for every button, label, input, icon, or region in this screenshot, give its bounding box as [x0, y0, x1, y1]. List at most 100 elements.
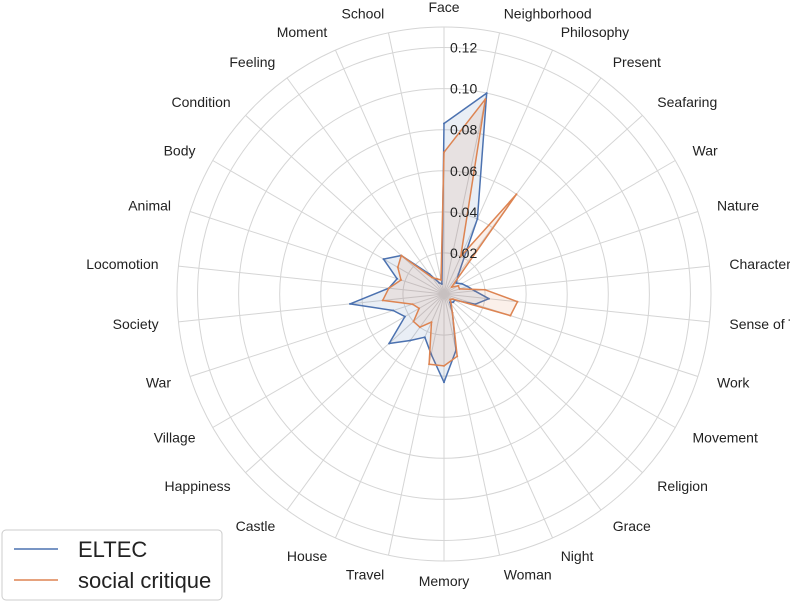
- spoke-1: [443, 32, 501, 295]
- series-1-point-3: [515, 193, 518, 196]
- category-label-8: Sense of Time: [729, 316, 790, 332]
- series-0-point-16: [430, 353, 433, 356]
- category-label-7: Character: [729, 256, 790, 272]
- legend-label-1: social critique: [78, 568, 211, 593]
- series-1-point-29: [440, 278, 442, 281]
- spoke-28: [334, 49, 445, 295]
- series-1-point-7: [483, 288, 486, 291]
- series-1-point-6: [458, 287, 461, 290]
- series-0-point-21: [392, 309, 395, 312]
- series-1-point-12: [450, 303, 453, 305]
- spoke-10: [443, 293, 676, 428]
- spoke-21: [189, 293, 445, 377]
- spoke-4: [443, 114, 643, 295]
- spoke-23: [178, 265, 445, 295]
- series-1-point-8: [516, 300, 519, 303]
- series-1-point-10: [451, 298, 454, 301]
- series-0-point-17: [423, 336, 426, 339]
- category-label-5: War: [693, 143, 718, 159]
- spoke-3: [443, 77, 602, 295]
- series-1-point-14: [456, 355, 459, 358]
- series-0-point-7: [473, 289, 476, 292]
- series-0-point-20: [403, 315, 406, 318]
- series-1-point-27: [430, 276, 433, 279]
- category-label-26: Condition: [172, 94, 231, 110]
- spoke-14: [443, 293, 501, 556]
- r-tick-label-5: 0.12: [450, 40, 477, 56]
- category-label-25: Body: [164, 143, 196, 159]
- r-tick-label-4: 0.10: [450, 81, 477, 97]
- spoke-13: [443, 293, 554, 539]
- series-1-point-0: [443, 151, 445, 154]
- series-0-point-29: [440, 283, 443, 285]
- series-0-point-19: [388, 342, 391, 345]
- series-1-point-26: [400, 254, 403, 257]
- series-1-point-15: [443, 364, 445, 367]
- series-1-point-17: [430, 321, 433, 324]
- series-0-point-22: [349, 302, 351, 305]
- series-1-point-16: [428, 363, 431, 366]
- series-1-point-20: [418, 307, 421, 310]
- series-0-point-28: [438, 281, 440, 284]
- category-label-27: Feeling: [229, 54, 275, 70]
- series-1-point-24: [400, 279, 402, 281]
- spoke-17: [334, 293, 445, 539]
- category-labels: Face Neighborhood Philosophy Present Seafari…: [86, 0, 790, 589]
- series-1-point-19: [412, 320, 415, 323]
- spoke-7: [443, 265, 710, 295]
- legend: ELTEC social critique: [1, 529, 223, 601]
- category-label-20: Village: [154, 430, 196, 446]
- spoke-16: [387, 293, 445, 556]
- spoke-9: [443, 293, 699, 377]
- series-1-point-4: [450, 286, 453, 289]
- category-label-15: Memory: [419, 573, 470, 589]
- spoke-29: [387, 32, 445, 295]
- series-fill-0: [350, 93, 489, 383]
- category-label-28: Moment: [277, 24, 328, 40]
- category-label-9: Work: [717, 375, 750, 391]
- series-1-point-11: [449, 298, 452, 301]
- category-label-19: Happiness: [165, 478, 231, 494]
- series-1-point-21: [411, 303, 414, 306]
- spoke-12: [443, 293, 602, 511]
- spoke-26: [245, 114, 445, 295]
- series-1-point-22: [381, 299, 384, 302]
- spoke-22: [178, 293, 445, 323]
- spoke-25: [212, 160, 445, 295]
- series-1-point-28: [436, 278, 439, 280]
- category-label-16: Travel: [346, 567, 384, 583]
- category-label-12: Grace: [613, 518, 651, 534]
- category-label-13: Night: [561, 548, 594, 564]
- spoke-11: [443, 293, 643, 474]
- series-0-point-8: [487, 297, 490, 300]
- series-0-point-3: [457, 273, 460, 276]
- r-tick-label-1: 0.04: [450, 204, 477, 220]
- spoke-2: [443, 49, 554, 295]
- series-1-point-5: [457, 284, 460, 287]
- category-label-24: Animal: [128, 197, 171, 213]
- r-tick-label-2: 0.06: [450, 163, 477, 179]
- series-0-point-25: [382, 258, 385, 261]
- category-label-3: Present: [613, 54, 661, 70]
- series-1-point-25: [396, 266, 399, 269]
- series-1-point-18: [418, 326, 421, 329]
- category-label-2: Philosophy: [561, 24, 630, 40]
- spoke-6: [443, 211, 699, 295]
- spoke-27: [286, 77, 445, 295]
- series-0-point-15: [443, 381, 445, 384]
- series-0-point-5: [460, 282, 463, 285]
- category-label-1: Neighborhood: [504, 5, 592, 21]
- category-label-22: Society: [113, 316, 159, 332]
- series-0-point-18: [409, 339, 412, 342]
- category-label-17: House: [287, 548, 328, 564]
- category-label-0: Face: [428, 0, 459, 15]
- radar-series: [349, 92, 519, 384]
- r-tick-label-3: 0.08: [450, 122, 477, 138]
- category-label-11: Religion: [657, 478, 708, 494]
- spoke-5: [443, 160, 676, 295]
- series-0-point-6: [466, 285, 469, 288]
- series-0-point-0: [443, 122, 445, 125]
- category-label-29: School: [341, 5, 384, 21]
- category-label-6: Nature: [717, 197, 759, 213]
- series-1-point-13: [451, 311, 454, 314]
